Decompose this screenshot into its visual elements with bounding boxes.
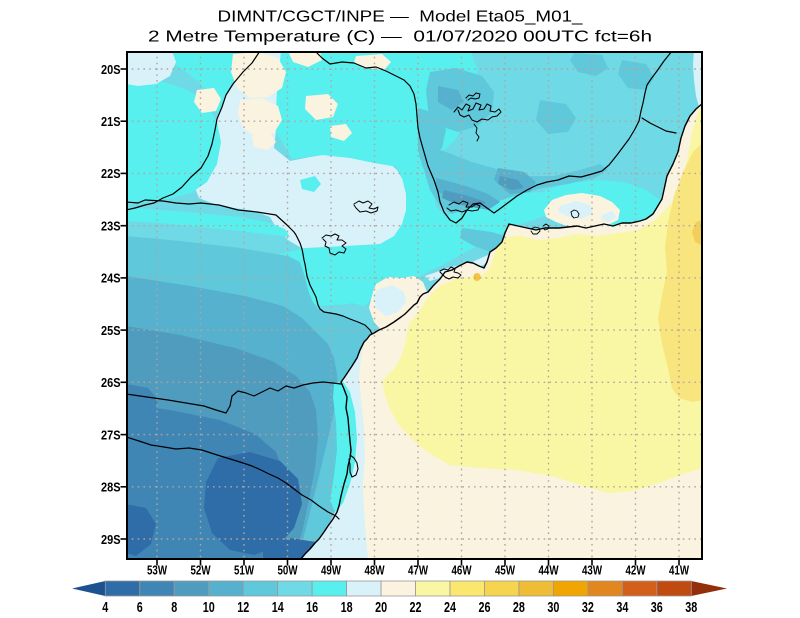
- svg-text:42W: 42W: [626, 563, 646, 578]
- svg-text:48W: 48W: [365, 563, 385, 578]
- svg-text:24S: 24S: [101, 271, 121, 286]
- svg-text:46W: 46W: [452, 563, 472, 578]
- svg-text:26S: 26S: [101, 375, 121, 390]
- svg-text:29S: 29S: [101, 532, 121, 547]
- svg-text:22: 22: [410, 600, 422, 616]
- svg-text:6: 6: [137, 600, 143, 616]
- svg-text:51W: 51W: [234, 563, 254, 578]
- svg-text:41W: 41W: [669, 563, 689, 578]
- svg-text:26: 26: [479, 600, 491, 616]
- svg-text:14: 14: [272, 600, 285, 616]
- svg-text:20: 20: [375, 600, 387, 616]
- svg-text:12: 12: [237, 600, 249, 616]
- svg-text:52W: 52W: [191, 563, 211, 578]
- svg-text:44W: 44W: [539, 563, 559, 578]
- svg-text:28S: 28S: [101, 480, 121, 495]
- svg-text:2 Metre Temperature (C) — 01/: 2 Metre Temperature (C) — 01/07/2020 00U…: [148, 29, 652, 46]
- svg-text:25S: 25S: [101, 323, 121, 338]
- svg-text:23S: 23S: [101, 219, 121, 234]
- svg-text:21S: 21S: [101, 114, 121, 129]
- svg-text:50W: 50W: [278, 563, 298, 578]
- svg-text:28: 28: [513, 600, 525, 616]
- svg-text:10: 10: [203, 600, 215, 616]
- svg-text:36: 36: [651, 600, 663, 616]
- svg-text:32: 32: [582, 600, 594, 616]
- svg-text:38: 38: [685, 600, 697, 616]
- svg-text:20S: 20S: [101, 62, 121, 77]
- svg-text:34: 34: [616, 600, 629, 616]
- svg-text:49W: 49W: [321, 563, 341, 578]
- svg-text:4: 4: [102, 600, 109, 616]
- svg-text:47W: 47W: [408, 563, 428, 578]
- svg-text:27S: 27S: [101, 427, 121, 442]
- svg-text:24: 24: [444, 600, 457, 616]
- svg-text:53W: 53W: [147, 563, 167, 578]
- svg-text:8: 8: [171, 600, 177, 616]
- svg-text:30: 30: [547, 600, 559, 616]
- svg-text:45W: 45W: [495, 563, 515, 578]
- svg-text:22S: 22S: [101, 166, 121, 181]
- svg-text:16: 16: [306, 600, 318, 616]
- svg-text:18: 18: [341, 600, 353, 616]
- svg-text:43W: 43W: [582, 563, 602, 578]
- svg-text:DIMNT/CGCT/INPE — Model Eta05: DIMNT/CGCT/INPE — Model Eta05_M01_: [218, 9, 584, 26]
